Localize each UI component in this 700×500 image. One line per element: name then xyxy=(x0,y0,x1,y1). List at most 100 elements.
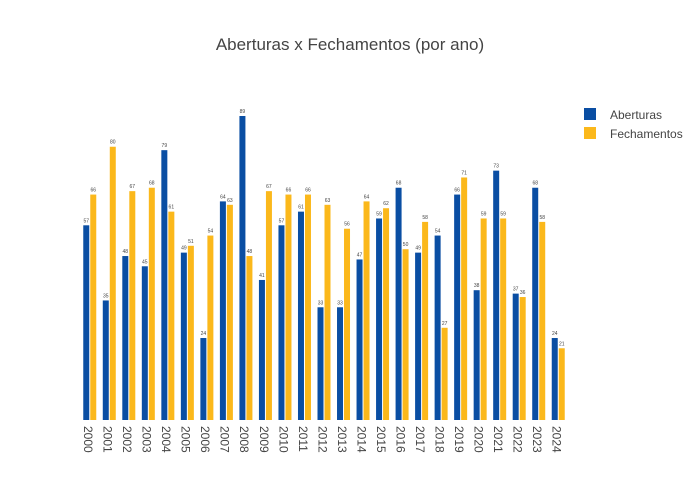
data-label-aberturas-2009: 41 xyxy=(259,273,265,279)
x-tick-label-2001: 2001 xyxy=(101,426,115,453)
data-label-aberturas-2008: 89 xyxy=(240,109,246,115)
x-tick-label-2017: 2017 xyxy=(413,426,427,453)
x-tick-label-2005: 2005 xyxy=(179,426,193,453)
bar-fechamentos-2007[interactable] xyxy=(226,204,233,420)
data-label-aberturas-2005: 49 xyxy=(181,246,187,252)
bar-fechamentos-2011[interactable] xyxy=(304,194,311,420)
legend-label-aberturas[interactable]: Aberturas xyxy=(610,108,662,122)
bar-fechamentos-2001[interactable] xyxy=(109,146,116,421)
x-tick-label-2019: 2019 xyxy=(452,426,466,453)
legend[interactable]: Aberturas Fechamentos xyxy=(584,108,683,141)
bar-fechamentos-2002[interactable] xyxy=(129,191,136,420)
legend-swatch-aberturas[interactable] xyxy=(584,108,596,120)
data-label-aberturas-2020: 38 xyxy=(474,283,480,289)
bar-aberturas-2015[interactable] xyxy=(376,218,383,420)
bar-fechamentos-2012[interactable] xyxy=(324,204,331,420)
bar-aberturas-2000[interactable] xyxy=(83,225,90,420)
data-label-fechamentos-2020: 59 xyxy=(481,211,487,217)
x-tick-label-2003: 2003 xyxy=(140,426,154,453)
bar-aberturas-2012[interactable] xyxy=(317,307,324,420)
data-label-fechamentos-2010: 66 xyxy=(286,188,292,194)
data-label-aberturas-2022: 37 xyxy=(513,287,519,293)
data-label-aberturas-2010: 57 xyxy=(279,218,285,224)
x-tick-label-2023: 2023 xyxy=(530,426,544,453)
chart-title: Aberturas x Fechamentos (por ano) xyxy=(216,35,484,54)
bar-aberturas-2024[interactable] xyxy=(551,338,558,420)
data-label-fechamentos-2006: 54 xyxy=(208,229,214,235)
data-label-aberturas-2013: 33 xyxy=(337,300,343,306)
data-label-fechamentos-2014: 64 xyxy=(364,194,370,200)
x-tick-label-2021: 2021 xyxy=(491,426,505,453)
data-label-fechamentos-2013: 56 xyxy=(344,222,350,228)
bar-fechamentos-2024[interactable] xyxy=(558,348,565,420)
bar-fechamentos-2018[interactable] xyxy=(441,327,448,420)
data-label-fechamentos-2024: 21 xyxy=(559,341,565,347)
data-label-aberturas-2004: 79 xyxy=(162,143,168,149)
bar-aberturas-2017[interactable] xyxy=(415,252,422,420)
bar-aberturas-2009[interactable] xyxy=(258,279,265,420)
bar-aberturas-2023[interactable] xyxy=(532,187,539,420)
bar-aberturas-2007[interactable] xyxy=(219,201,226,420)
x-tick-label-2002: 2002 xyxy=(120,426,134,453)
x-tick-label-2015: 2015 xyxy=(374,426,388,453)
x-tick-label-2009: 2009 xyxy=(257,426,271,453)
bar-aberturas-2013[interactable] xyxy=(337,307,344,420)
bar-fechamentos-2003[interactable] xyxy=(148,187,155,420)
bar-aberturas-2010[interactable] xyxy=(278,225,285,420)
x-tick-label-2004: 2004 xyxy=(159,426,173,453)
x-tick-label-2024: 2024 xyxy=(550,426,564,453)
bar-fechamentos-2014[interactable] xyxy=(363,201,370,420)
bar-fechamentos-2006[interactable] xyxy=(207,235,214,420)
bar-aberturas-2018[interactable] xyxy=(434,235,441,420)
bar-aberturas-2006[interactable] xyxy=(200,338,207,420)
bar-aberturas-2019[interactable] xyxy=(454,194,461,420)
bar-fechamentos-2010[interactable] xyxy=(285,194,292,420)
bar-fechamentos-2019[interactable] xyxy=(461,177,468,420)
data-label-aberturas-2019: 66 xyxy=(454,188,460,194)
bar-aberturas-2021[interactable] xyxy=(493,170,500,420)
bar-fechamentos-2004[interactable] xyxy=(168,211,175,420)
bar-fechamentos-2013[interactable] xyxy=(344,228,351,420)
bar-aberturas-2011[interactable] xyxy=(297,211,304,420)
x-tick-label-2008: 2008 xyxy=(237,426,251,453)
bar-aberturas-2004[interactable] xyxy=(161,150,168,420)
data-label-fechamentos-2009: 67 xyxy=(266,184,272,190)
bar-fechamentos-2022[interactable] xyxy=(519,297,526,420)
bar-aberturas-2022[interactable] xyxy=(512,293,519,420)
bar-fechamentos-2015[interactable] xyxy=(383,208,390,420)
legend-label-fechamentos[interactable]: Fechamentos xyxy=(610,127,683,141)
x-tick-label-2016: 2016 xyxy=(393,426,407,453)
bar-aberturas-2020[interactable] xyxy=(473,290,480,420)
bar-fechamentos-2017[interactable] xyxy=(422,221,429,420)
data-label-aberturas-2021: 73 xyxy=(493,164,499,170)
bar-fechamentos-2000[interactable] xyxy=(90,194,97,420)
bar-fechamentos-2008[interactable] xyxy=(246,256,253,420)
bars-group xyxy=(83,116,565,421)
data-labels-group: 5766358048674568796149512454646389484167… xyxy=(83,109,564,347)
bar-aberturas-2016[interactable] xyxy=(395,187,402,420)
x-tick-label-2010: 2010 xyxy=(276,426,290,453)
data-label-fechamentos-2022: 36 xyxy=(520,290,526,296)
bar-fechamentos-2009[interactable] xyxy=(265,191,272,420)
bar-fechamentos-2005[interactable] xyxy=(187,245,194,420)
bar-fechamentos-2020[interactable] xyxy=(480,218,487,420)
data-label-aberturas-2018: 54 xyxy=(435,229,441,235)
legend-swatch-fechamentos[interactable] xyxy=(584,127,596,139)
bar-aberturas-2003[interactable] xyxy=(141,266,148,420)
data-label-fechamentos-2002: 67 xyxy=(130,184,136,190)
data-label-fechamentos-2021: 59 xyxy=(500,211,506,217)
bar-aberturas-2001[interactable] xyxy=(102,300,109,420)
bar-aberturas-2005[interactable] xyxy=(180,252,187,420)
bar-aberturas-2002[interactable] xyxy=(122,256,129,420)
bar-fechamentos-2016[interactable] xyxy=(402,249,409,420)
bar-fechamentos-2023[interactable] xyxy=(539,221,546,420)
data-label-fechamentos-2004: 61 xyxy=(169,205,175,211)
data-label-aberturas-2000: 57 xyxy=(83,218,89,224)
data-label-aberturas-2002: 48 xyxy=(123,249,129,255)
data-label-aberturas-2012: 33 xyxy=(318,300,324,306)
bar-aberturas-2008[interactable] xyxy=(239,116,246,420)
bar-fechamentos-2021[interactable] xyxy=(500,218,507,420)
data-label-aberturas-2016: 68 xyxy=(396,181,402,187)
bar-aberturas-2014[interactable] xyxy=(356,259,363,420)
data-label-fechamentos-2008: 48 xyxy=(247,249,253,255)
